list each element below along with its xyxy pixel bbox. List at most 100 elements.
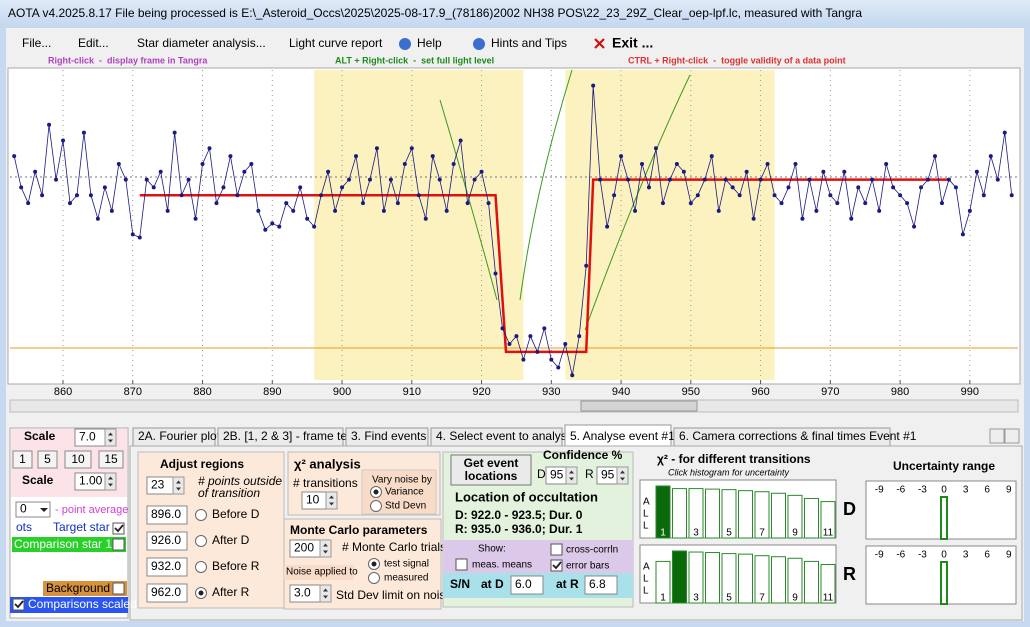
spinner[interactable] bbox=[172, 476, 185, 495]
button-label[interactable]: Get event bbox=[464, 456, 519, 470]
data-point[interactable] bbox=[493, 271, 498, 276]
data-point[interactable] bbox=[646, 185, 651, 190]
data-point[interactable] bbox=[786, 185, 791, 190]
data-point[interactable] bbox=[521, 357, 526, 362]
scrollbar[interactable] bbox=[9, 399, 1019, 413]
data-point[interactable] bbox=[793, 161, 798, 166]
data-point[interactable] bbox=[716, 208, 721, 213]
hist-bar[interactable] bbox=[688, 551, 704, 604]
data-point[interactable] bbox=[912, 224, 917, 229]
button-label[interactable]: 10 bbox=[71, 452, 85, 466]
data-point[interactable] bbox=[626, 177, 631, 182]
checkbox[interactable] bbox=[112, 538, 125, 551]
hist-bar[interactable] bbox=[738, 490, 753, 539]
data-point[interactable] bbox=[256, 208, 261, 213]
data-point[interactable] bbox=[109, 208, 114, 213]
data-point[interactable] bbox=[842, 169, 847, 174]
label[interactable]: Before R bbox=[212, 559, 260, 573]
tab-label[interactable]: 3. Find events bbox=[351, 429, 426, 443]
hist-bar[interactable] bbox=[804, 497, 819, 539]
spin-down[interactable] bbox=[329, 502, 334, 506]
data-point[interactable] bbox=[737, 193, 742, 198]
menu-item[interactable]: Help bbox=[417, 36, 442, 50]
data-point[interactable] bbox=[570, 373, 575, 378]
data-point[interactable] bbox=[367, 177, 372, 182]
data-point[interactable] bbox=[277, 224, 282, 229]
data-point[interactable] bbox=[242, 169, 247, 174]
data-point[interactable] bbox=[88, 193, 93, 198]
spinner[interactable] bbox=[104, 472, 117, 491]
data-point[interactable] bbox=[1009, 193, 1014, 198]
data-point[interactable] bbox=[821, 169, 826, 174]
data-point[interactable] bbox=[926, 177, 931, 182]
tab-label[interactable]: 5. Analyse event #1 bbox=[570, 429, 675, 443]
data-point[interactable] bbox=[193, 216, 198, 221]
button[interactable] bbox=[64, 450, 92, 469]
data-point[interactable] bbox=[988, 154, 993, 159]
data-point[interactable] bbox=[263, 227, 268, 232]
check-mark[interactable] bbox=[14, 600, 24, 609]
data-point[interactable] bbox=[395, 201, 400, 206]
data-point[interactable] bbox=[200, 161, 205, 166]
hist-bar[interactable] bbox=[655, 560, 671, 604]
checkbox[interactable] bbox=[112, 522, 125, 535]
hist-bar[interactable] bbox=[688, 488, 704, 539]
input-value[interactable]: 95 bbox=[550, 468, 564, 482]
data-point[interactable] bbox=[898, 193, 903, 198]
data-point[interactable] bbox=[605, 224, 610, 229]
menu-item[interactable]: Hints and Tips bbox=[491, 36, 567, 50]
radio-dot[interactable] bbox=[371, 561, 377, 567]
data-point[interactable] bbox=[730, 185, 735, 190]
data-point[interactable] bbox=[960, 232, 965, 237]
data-point[interactable] bbox=[877, 208, 882, 213]
input-value[interactable]: 962.0 bbox=[151, 585, 181, 599]
dropdown-arrow[interactable] bbox=[40, 508, 48, 512]
data-point[interactable] bbox=[235, 193, 240, 198]
data-point[interactable] bbox=[144, 177, 149, 182]
spin-down[interactable] bbox=[176, 487, 181, 491]
data-point[interactable] bbox=[430, 154, 435, 159]
input-value[interactable]: 23 bbox=[151, 478, 165, 492]
data-point[interactable] bbox=[228, 154, 233, 159]
data-point[interactable] bbox=[61, 138, 66, 143]
data-point[interactable] bbox=[528, 334, 533, 339]
tab-label[interactable]: 6. Camera corrections & final times Even… bbox=[679, 429, 917, 443]
spin-down[interactable] bbox=[323, 550, 328, 554]
data-point[interactable] bbox=[953, 185, 958, 190]
data-point[interactable] bbox=[688, 201, 693, 206]
data-point[interactable] bbox=[674, 161, 679, 166]
hist-bar[interactable] bbox=[754, 491, 770, 539]
data-point[interactable] bbox=[221, 185, 226, 190]
data-point[interactable] bbox=[542, 326, 547, 331]
data-point[interactable] bbox=[249, 161, 254, 166]
data-point[interactable] bbox=[723, 177, 728, 182]
input-value[interactable]: 926.0 bbox=[151, 533, 181, 547]
hist-bar[interactable] bbox=[655, 485, 671, 539]
text-input[interactable] bbox=[584, 575, 618, 595]
data-point[interactable] bbox=[81, 130, 86, 135]
data-point[interactable] bbox=[709, 154, 714, 159]
spinner[interactable] bbox=[616, 466, 629, 485]
data-point[interactable] bbox=[967, 208, 972, 213]
spin-down[interactable] bbox=[620, 477, 625, 481]
data-point[interactable] bbox=[437, 177, 442, 182]
data-point[interactable] bbox=[374, 146, 379, 151]
data-point[interactable] bbox=[353, 154, 358, 159]
hist-bar[interactable] bbox=[787, 494, 803, 539]
data-point[interactable] bbox=[423, 216, 428, 221]
label[interactable]: cross-corrln bbox=[566, 545, 618, 556]
input-value[interactable]: 7.0 bbox=[79, 430, 96, 444]
data-point[interactable] bbox=[1002, 130, 1007, 135]
tab-scroll[interactable] bbox=[989, 428, 1005, 444]
data-point[interactable] bbox=[214, 201, 219, 206]
data-point[interactable] bbox=[800, 216, 805, 221]
data-point[interactable] bbox=[47, 122, 52, 127]
button[interactable] bbox=[12, 450, 33, 469]
data-point[interactable] bbox=[116, 161, 121, 166]
spin-up[interactable] bbox=[108, 432, 113, 436]
data-point[interactable] bbox=[612, 193, 617, 198]
menu-item[interactable]: Star diameter analysis... bbox=[137, 36, 266, 50]
label[interactable]: test signal bbox=[384, 559, 429, 570]
data-point[interactable] bbox=[409, 146, 414, 151]
input-value[interactable]: 3.0 bbox=[294, 586, 311, 600]
